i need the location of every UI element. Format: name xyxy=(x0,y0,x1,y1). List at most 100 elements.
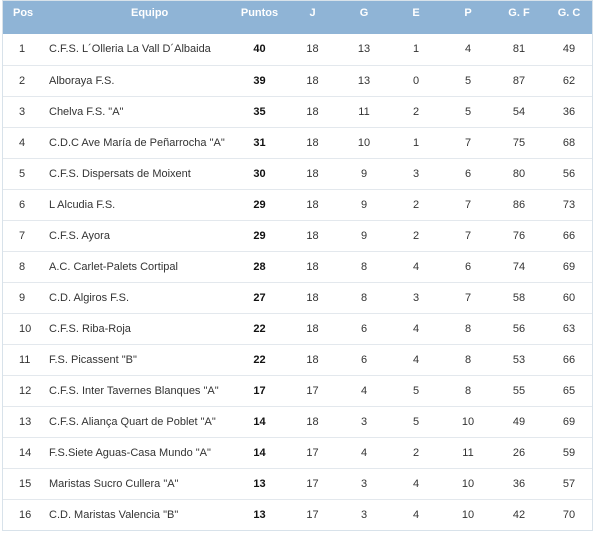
cell-p: 11 xyxy=(462,446,474,459)
cell-gc: 69 xyxy=(562,415,576,428)
table-row: 11 F.S. Picassent "B" 22 18 6 4 8 53 66 xyxy=(3,344,592,375)
cell-puntos: 29 xyxy=(253,198,266,211)
cell-j: 17 xyxy=(306,508,319,521)
cell-team: Chelva F.S. "A" xyxy=(49,105,124,118)
cell-e: 1 xyxy=(412,136,420,149)
cell-team: F.S.Siete Aguas-Casa Mundo "A" xyxy=(49,446,211,459)
cell-gc: 68 xyxy=(562,136,576,149)
cell-gf: 81 xyxy=(512,43,526,56)
cell-gf: 53 xyxy=(512,353,526,366)
cell-gf: 49 xyxy=(512,415,526,428)
cell-gf: 56 xyxy=(512,322,526,335)
cell-puntos: 31 xyxy=(253,136,266,149)
cell-puntos: 27 xyxy=(253,291,266,304)
cell-pos: 11 xyxy=(19,353,31,366)
cell-e: 4 xyxy=(412,322,420,335)
table-row: 9 C.D. Algiros F.S. 27 18 8 3 7 58 60 xyxy=(3,282,592,313)
cell-g: 10 xyxy=(357,136,371,149)
cell-puntos: 13 xyxy=(253,477,266,490)
cell-pos: 12 xyxy=(19,384,32,397)
cell-gf: 55 xyxy=(512,384,526,397)
cell-g: 8 xyxy=(360,291,368,304)
cell-pos: 6 xyxy=(19,198,26,211)
cell-puntos: 40 xyxy=(253,43,266,56)
cell-g: 6 xyxy=(360,322,368,335)
cell-j: 17 xyxy=(306,477,319,490)
cell-e: 4 xyxy=(412,477,420,490)
table-row: 1 C.F.S. L´Olleria La Vall D´Albaida 40 18 1… xyxy=(3,34,592,65)
cell-g: 6 xyxy=(360,353,368,366)
cell-j: 18 xyxy=(306,229,319,242)
cell-puntos: 39 xyxy=(253,74,266,87)
cell-g: 8 xyxy=(360,260,368,273)
cell-j: 18 xyxy=(306,198,319,211)
cell-gf: 74 xyxy=(512,260,526,273)
cell-team: C.D. Maristas Valencia "B" xyxy=(49,508,179,521)
cell-p: 7 xyxy=(464,229,472,242)
cell-g: 9 xyxy=(360,198,368,211)
cell-gf: 86 xyxy=(512,198,526,211)
cell-team: C.F.S. Riba-Roja xyxy=(49,322,131,335)
header-gc[interactable]: G. C xyxy=(557,7,581,19)
cell-gc: 70 xyxy=(562,508,576,521)
cell-gc: 63 xyxy=(562,322,576,335)
cell-gc: 66 xyxy=(562,353,576,366)
cell-pos: 9 xyxy=(19,291,26,304)
cell-gf: 42 xyxy=(512,508,526,521)
cell-e: 4 xyxy=(412,353,420,366)
standings-table: Pos Equipo Puntos J G E P G. F G. C 1 C.F… xyxy=(3,1,592,530)
table-row: 5 C.F.S. Dispersats de Moixent 30 18 9 3 6 80 56 xyxy=(3,158,592,189)
cell-team: C.D.C Ave María de Peñarrocha "A" xyxy=(49,136,225,149)
header-e[interactable]: E xyxy=(412,7,420,19)
cell-j: 17 xyxy=(306,446,319,459)
cell-g: 13 xyxy=(357,43,371,56)
cell-g: 11 xyxy=(358,105,370,118)
cell-g: 3 xyxy=(360,477,368,490)
header-g[interactable]: G xyxy=(359,7,369,19)
header-equipo[interactable]: Equipo xyxy=(131,7,169,19)
cell-team: C.F.S. Inter Tavernes Blanques "A" xyxy=(49,384,219,397)
cell-gc: 65 xyxy=(562,384,576,397)
table-row: 16 C.D. Maristas Valencia "B" 13 17 3 4 10 42 70 xyxy=(3,499,592,530)
table-row: 7 C.F.S. Ayora 29 18 9 2 7 76 66 xyxy=(3,220,592,251)
cell-pos: 13 xyxy=(19,415,32,428)
cell-gf: 54 xyxy=(512,105,526,118)
header-puntos[interactable]: Puntos xyxy=(240,7,279,19)
cell-e: 4 xyxy=(412,260,420,273)
header-p[interactable]: P xyxy=(464,7,472,19)
cell-puntos: 35 xyxy=(253,105,266,118)
cell-puntos: 28 xyxy=(253,260,266,273)
cell-g: 4 xyxy=(360,446,368,459)
table-row: 12 C.F.S. Inter Tavernes Blanques "A" 17 17… xyxy=(3,375,592,406)
cell-gc: 62 xyxy=(562,74,576,87)
cell-gc: 57 xyxy=(562,477,576,490)
cell-p: 8 xyxy=(464,384,472,397)
cell-pos: 3 xyxy=(19,105,26,118)
cell-gf: 75 xyxy=(512,136,526,149)
table-row: 4 C.D.C Ave María de Peñarrocha "A" 31 18 10… xyxy=(3,127,592,158)
cell-e: 0 xyxy=(412,74,420,87)
cell-gf: 58 xyxy=(512,291,526,304)
cell-team: C.F.S. L´Olleria La Vall D´Albaida xyxy=(49,43,211,56)
cell-gf: 36 xyxy=(512,477,526,490)
header-pos[interactable]: Pos xyxy=(13,7,34,19)
cell-p: 7 xyxy=(464,291,472,304)
cell-team: Alboraya F.S. xyxy=(49,74,115,87)
cell-p: 7 xyxy=(464,198,472,211)
cell-g: 3 xyxy=(360,415,368,428)
cell-gc: 36 xyxy=(562,105,576,118)
cell-e: 2 xyxy=(412,198,420,211)
table-body: 1 C.F.S. L´Olleria La Vall D´Albaida 40 18 1… xyxy=(3,34,592,530)
cell-p: 6 xyxy=(464,167,472,180)
header-gf[interactable]: G. F xyxy=(508,7,530,19)
cell-p: 5 xyxy=(464,74,472,87)
table-header: Pos Equipo Puntos J G E P G. F G. C xyxy=(3,1,592,34)
table-row: 15 Maristas Sucro Cullera "A" 13 17 3 4 10 36 57 xyxy=(3,468,592,499)
cell-e: 3 xyxy=(412,291,420,304)
header-j[interactable]: J xyxy=(309,7,316,19)
cell-team: Maristas Sucro Cullera "A" xyxy=(49,477,179,490)
cell-team: C.F.S. Ayora xyxy=(49,229,110,242)
cell-e: 5 xyxy=(412,415,420,428)
cell-gc: 59 xyxy=(562,446,576,459)
cell-j: 18 xyxy=(306,105,319,118)
